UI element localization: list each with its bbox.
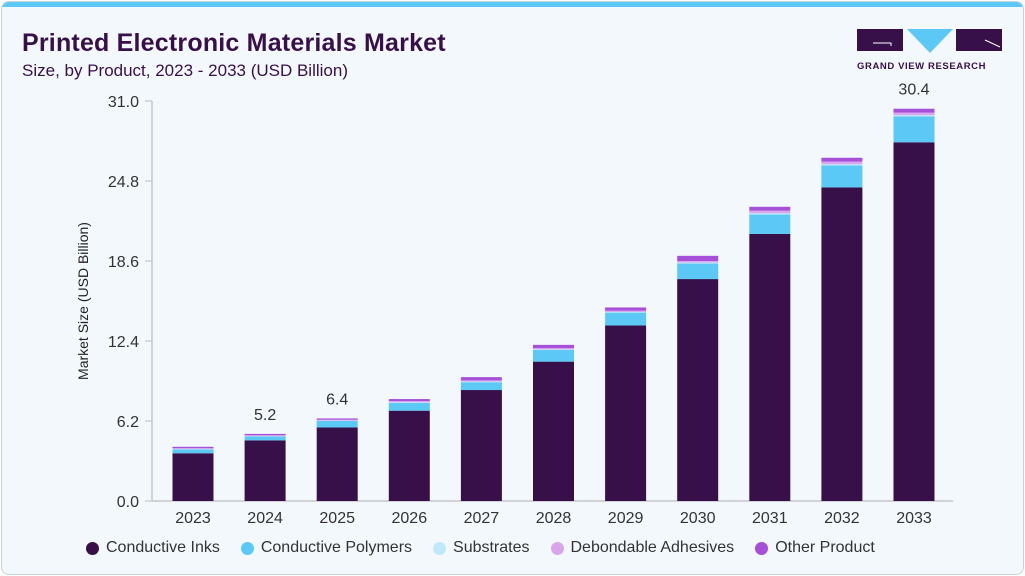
bar-segment-other-product <box>677 255 719 261</box>
bar-segment-debondable-adhesives <box>677 261 719 263</box>
legend-swatch-icon <box>550 541 564 555</box>
bar-segment-other-product <box>605 307 647 311</box>
x-tick-label: 2030 <box>680 510 716 527</box>
bar-segment-conductive-polymers <box>749 214 791 234</box>
data-label: 30.4 <box>898 82 929 99</box>
legend-label: Conductive Polymers <box>260 539 413 556</box>
data-label: 5.2 <box>254 407 276 424</box>
bar-segment-conductive-inks <box>605 325 647 501</box>
x-tick-label: 2032 <box>824 510 860 527</box>
legend-item: Substrates <box>433 539 530 557</box>
legend-item: Other Product <box>755 539 875 557</box>
bar-segment-debondable-adhesives <box>244 435 286 437</box>
x-tick-label: 2028 <box>536 510 572 527</box>
legend-swatch-icon <box>86 541 99 555</box>
x-tick-label: 2033 <box>896 510 932 527</box>
bar-segment-conductive-polymers <box>316 421 358 428</box>
chart-title: Printed Electronic Materials Market <box>22 29 446 57</box>
legend-label: Debondable Adhesives <box>570 539 735 556</box>
bar-segment-other-product <box>388 399 430 401</box>
bar-segment-other-product <box>749 206 791 211</box>
bar-segment-debondable-adhesives <box>388 401 430 403</box>
grand-view-research-logo: GRAND VIEW RESEARCH <box>857 29 1002 74</box>
y-axis-title: Market Size (USD Billion) <box>75 222 91 380</box>
bar-segment-debondable-adhesives <box>893 112 935 116</box>
bar-segment-conductive-inks <box>172 453 214 501</box>
x-tick-label: 2025 <box>319 510 355 527</box>
logo-text: GRAND VIEW RESEARCH <box>857 61 987 72</box>
y-tick-label: 6.2 <box>117 414 139 431</box>
y-tick-label: 31.0 <box>108 94 139 111</box>
legend: Conductive Inks Conductive Polymers Substr… <box>86 539 896 557</box>
bar-segment-substrates <box>821 164 863 166</box>
legend-item: Debondable Adhesives <box>550 539 735 557</box>
x-tick-label: 2023 <box>175 510 211 527</box>
bar-segment-conductive-inks <box>533 361 574 501</box>
bar-segment-debondable-adhesives <box>460 380 502 382</box>
bar-segment-conductive-polymers <box>893 116 935 143</box>
x-tick-label: 2029 <box>608 510 644 527</box>
bar-segment-other-product <box>460 377 502 381</box>
bar-segment-conductive-polymers <box>605 312 647 326</box>
legend-item: Conductive Inks <box>86 539 220 557</box>
bar-segment-conductive-polymers <box>172 449 214 454</box>
bar-segment-debondable-adhesives <box>749 210 791 214</box>
y-tick-label: 18.6 <box>108 254 139 271</box>
bar-segment-debondable-adhesives <box>533 348 574 350</box>
bar-segment-conductive-inks <box>388 410 430 501</box>
x-tick-label: 2026 <box>392 510 428 527</box>
bar-segment-debondable-adhesives <box>605 310 647 312</box>
y-tick-label: 24.8 <box>108 174 139 191</box>
bar-segment-conductive-inks <box>244 440 286 501</box>
bar-segment-debondable-adhesives <box>172 448 214 449</box>
legend-item: Conductive Polymers <box>240 539 413 557</box>
bar-segment-substrates <box>893 115 935 117</box>
legend-swatch-icon <box>433 541 447 555</box>
bar-segment-debondable-adhesives <box>316 419 358 421</box>
bar-segment-conductive-inks <box>749 233 791 501</box>
bar-segment-conductive-polymers <box>533 350 574 362</box>
bar-segment-other-product <box>172 446 214 449</box>
legend-label: Conductive Inks <box>106 539 220 556</box>
logo-mark-icon <box>857 29 1002 53</box>
legend-label: Substrates <box>453 539 530 556</box>
bar-segment-conductive-inks <box>316 427 358 501</box>
bar-segment-conductive-inks <box>460 390 502 501</box>
bar-segment-substrates <box>605 311 647 313</box>
bar-segment-other-product <box>821 157 863 162</box>
bar-segment-other-product <box>533 344 574 349</box>
bar-segment-conductive-inks <box>893 142 935 501</box>
x-tick-label: 2024 <box>247 510 283 527</box>
bar-segment-other-product <box>893 108 935 113</box>
bar-segment-conductive-inks <box>821 187 863 502</box>
bar-segment-debondable-adhesives <box>821 161 863 165</box>
bar-segment-substrates <box>533 349 574 351</box>
legend-swatch-icon <box>755 541 769 555</box>
bar-segment-substrates <box>460 381 502 383</box>
y-tick-label: 12.4 <box>108 334 139 351</box>
chart-subtitle: Size, by Product, 2023 - 2033 (USD Billi… <box>22 61 348 80</box>
data-label: 6.4 <box>326 391 348 408</box>
bar-segment-substrates <box>388 402 430 403</box>
bar-segment-substrates <box>749 213 791 215</box>
legend-swatch-icon <box>240 541 254 555</box>
bar-segment-substrates <box>677 262 719 264</box>
x-tick-label: 2031 <box>752 510 788 527</box>
legend-label: Other Product <box>775 539 875 556</box>
bar-segment-other-product <box>316 418 358 420</box>
bar-segment-conductive-inks <box>677 279 719 501</box>
bar-segment-conductive-polymers <box>677 263 719 280</box>
accent-bar <box>2 2 1023 7</box>
bar-segment-conductive-polymers <box>821 165 863 188</box>
bar-segment-conductive-polymers <box>244 436 286 441</box>
bar-segment-conductive-polymers <box>460 382 502 391</box>
x-tick-label: 2027 <box>464 510 500 527</box>
y-tick-label: 0.0 <box>117 494 139 511</box>
bar-segment-conductive-polymers <box>388 402 430 411</box>
bar-segment-other-product <box>244 433 286 436</box>
